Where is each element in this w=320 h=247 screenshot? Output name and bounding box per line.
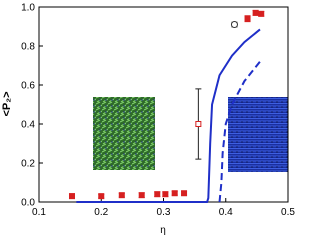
marker (181, 190, 188, 197)
x-tick-label: 0.2 (94, 207, 108, 218)
y-tick-label: 0.4 (21, 120, 35, 131)
marker (118, 192, 125, 199)
blue-inset-image (228, 97, 288, 172)
marker (230, 21, 238, 29)
marker (68, 193, 75, 200)
x-tick-label: 0.3 (157, 207, 171, 218)
x-tick-label: 0.4 (219, 207, 233, 218)
x-axis-label: η (160, 225, 166, 236)
marker (244, 15, 251, 22)
y-tick-label: 0.6 (21, 81, 35, 92)
marker (138, 192, 145, 199)
marker (162, 191, 169, 198)
y-tick-label: 1.0 (21, 3, 35, 14)
curve (76, 28, 261, 203)
y-tick-label: 0.2 (21, 159, 35, 170)
marker (195, 121, 202, 127)
y-axis-label: <P₂> (1, 91, 13, 116)
marker (252, 9, 259, 16)
marker (258, 10, 265, 17)
marker (154, 191, 161, 198)
marker (98, 193, 105, 200)
chart: η <P₂> 0.1 0.2 0.3 0.4 0.5 0.0 0.2 0.4 0.6 0.8 1.0 (1, 3, 295, 237)
green-inset-image (93, 97, 155, 170)
y-tick-label: 0.8 (21, 42, 35, 53)
y-tick-label: 0.0 (21, 198, 35, 209)
marker (171, 190, 178, 197)
x-tick-label: 0.1 (32, 207, 46, 218)
curve (218, 60, 261, 203)
x-tick-label: 0.5 (281, 207, 295, 218)
